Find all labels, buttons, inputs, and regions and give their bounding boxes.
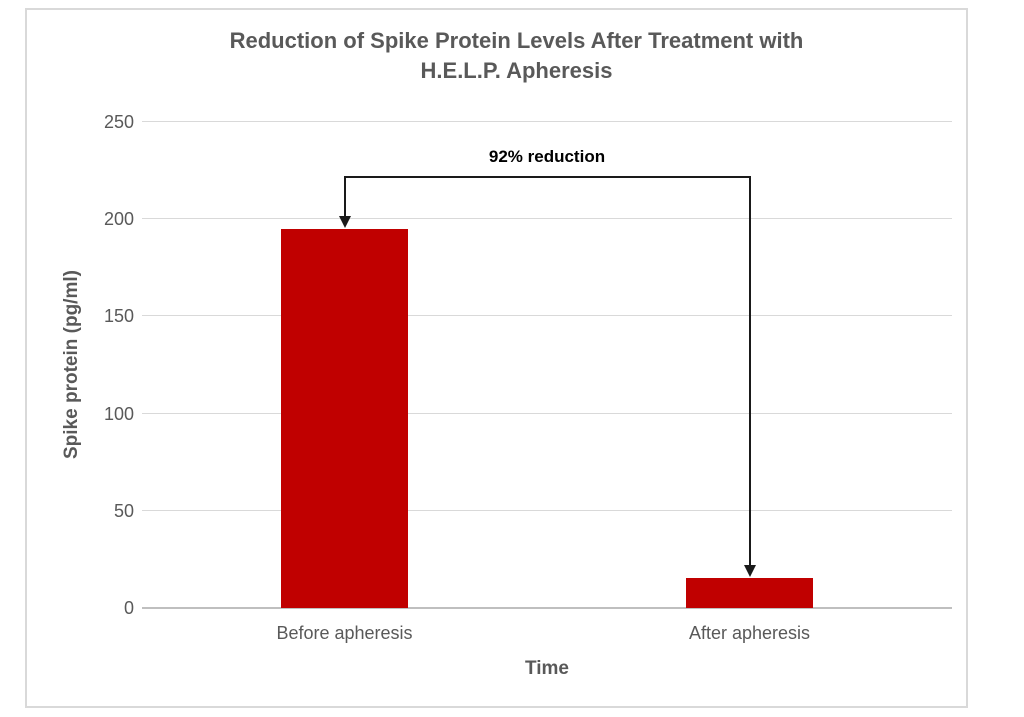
y-tick-label-100: 100 <box>103 403 134 424</box>
annotation-arrow-left-line <box>343 176 346 217</box>
arrowhead-down-left-icon <box>338 215 351 228</box>
annotation-arrow-right-line <box>748 176 751 566</box>
y-tick-label-0: 0 <box>123 598 134 618</box>
category-label-after-apheresis: After apheresis <box>688 623 811 643</box>
gridline-200 <box>142 218 952 220</box>
chart-frame: Reduction of Spike Protein Levels After … <box>25 8 968 708</box>
bar-after-apheresis <box>686 577 813 608</box>
annotation-label: 92% reduction <box>488 147 606 167</box>
y-tick-label-50: 50 <box>113 500 134 521</box>
chart-title: Reduction of Spike Protein Levels After … <box>229 28 804 83</box>
bar-before-apheresis <box>281 228 408 608</box>
y-tick-labels: 0 50 100 150 200 250 <box>27 10 134 706</box>
x-axis-title: Time <box>524 658 569 679</box>
gridline-50 <box>142 509 952 511</box>
y-tick-label-150: 150 <box>103 306 134 327</box>
y-tick-label-250: 250 <box>103 112 134 132</box>
category-label-before-apheresis: Before apheresis <box>276 623 413 643</box>
plot-area: 92% reduction <box>142 121 952 609</box>
gridline-250 <box>142 121 952 122</box>
y-tick-label-200: 200 <box>103 209 134 230</box>
gridline-100 <box>142 412 952 414</box>
arrowhead-down-right-icon <box>743 564 756 577</box>
gridline-150 <box>142 315 952 317</box>
annotation-bracket-line <box>343 176 751 179</box>
x-axis-line <box>142 607 952 609</box>
